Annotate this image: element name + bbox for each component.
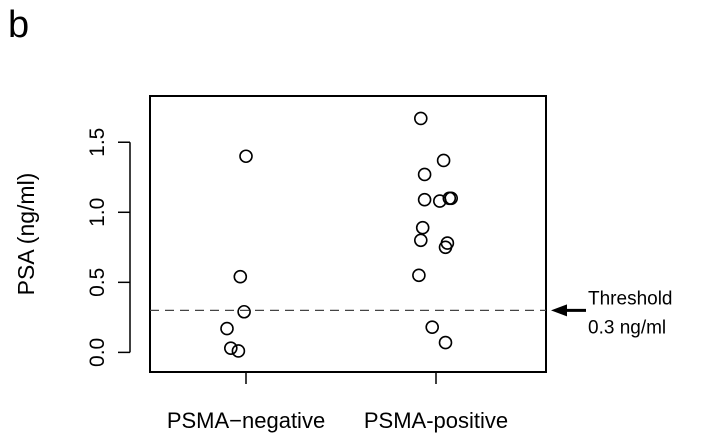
threshold-value-label: 0.3 ng/ml bbox=[588, 317, 666, 338]
data-point bbox=[237, 304, 251, 319]
data-point bbox=[220, 321, 234, 336]
y-tick-label: 0.5 bbox=[86, 268, 109, 297]
data-point bbox=[239, 149, 253, 164]
panel-label: b bbox=[8, 4, 30, 46]
data-point bbox=[438, 240, 453, 255]
x-tick-label: PSMA−negative bbox=[167, 408, 325, 433]
data-point bbox=[224, 341, 238, 355]
plot-frame bbox=[149, 95, 547, 373]
y-tick-label: 1.5 bbox=[86, 128, 109, 157]
data-point bbox=[436, 153, 451, 168]
data-point bbox=[417, 192, 432, 207]
data-point bbox=[438, 335, 453, 350]
data-point bbox=[444, 191, 459, 206]
threshold-label: Threshold bbox=[588, 288, 673, 309]
x-tick-label: PSMA-positive bbox=[364, 408, 508, 433]
data-point bbox=[233, 269, 248, 284]
threshold-arrow bbox=[551, 304, 586, 317]
data-point bbox=[413, 111, 428, 126]
y-axis-label: PSA (ng/ml) bbox=[13, 173, 39, 296]
data-point bbox=[425, 320, 440, 334]
y-tick-label: 1.0 bbox=[86, 198, 109, 227]
data-point bbox=[417, 167, 432, 182]
y-tick-label: 0.0 bbox=[86, 338, 109, 367]
data-point bbox=[415, 220, 430, 235]
data-point bbox=[412, 268, 426, 283]
y-axis: 0.0 0.5 1.0 1.5 bbox=[86, 128, 131, 367]
data-point bbox=[413, 233, 428, 248]
x-axis: PSMA−negative PSMA-positive bbox=[167, 372, 508, 433]
data-point bbox=[231, 344, 246, 358]
data-points bbox=[220, 111, 459, 358]
